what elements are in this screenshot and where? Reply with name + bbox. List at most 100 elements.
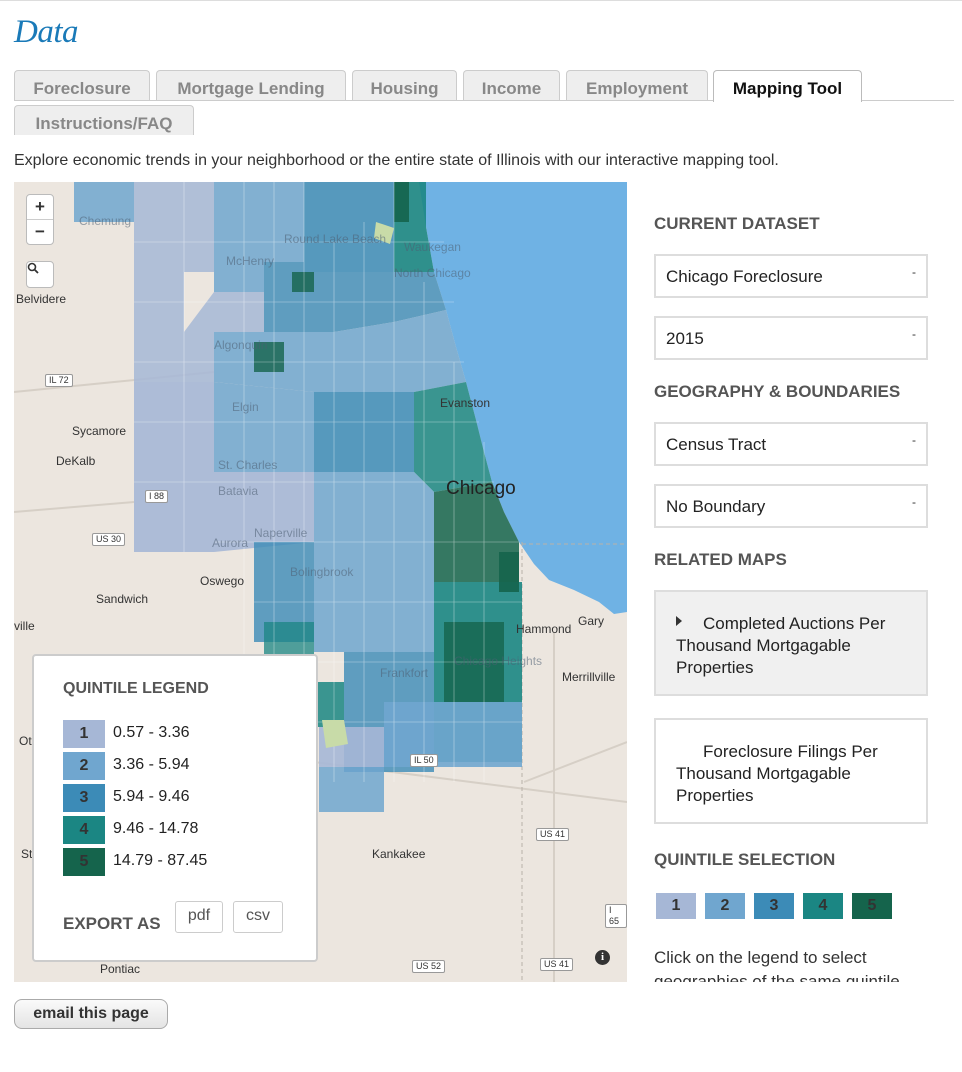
map-label-frankfort: Frankfort bbox=[380, 666, 429, 680]
zoom-control: + − bbox=[26, 194, 54, 245]
road-shield-i65: I 65 bbox=[605, 904, 627, 928]
map-label-belvidere: Belvidere bbox=[16, 292, 67, 306]
map-label-chicago-heights: Chicago Heights bbox=[454, 654, 543, 668]
dataset-select-value: Chicago Foreclosure bbox=[666, 267, 823, 286]
road-shield-il72: IL 72 bbox=[45, 374, 73, 387]
road-line bbox=[14, 501, 135, 513]
quintile-legend: QUINTILE LEGEND 1 0.57 - 3.36 2 3.36 - 5… bbox=[32, 654, 318, 962]
tract-region bbox=[384, 702, 522, 767]
email-page-button[interactable]: email this page bbox=[14, 999, 168, 1029]
tab-income[interactable]: Income bbox=[463, 70, 560, 100]
map-label-st-charles: St. Charles bbox=[218, 458, 278, 472]
year-select[interactable]: 2015 - bbox=[654, 316, 928, 360]
dataset-select[interactable]: Chicago Foreclosure - bbox=[654, 254, 928, 298]
quintile-button-2[interactable]: 2 bbox=[705, 893, 745, 919]
map-label-ville: ville bbox=[14, 619, 35, 633]
tract-region bbox=[414, 382, 492, 492]
quintile-button-5[interactable]: 5 bbox=[852, 893, 892, 919]
map-label-north-chicago: North Chicago bbox=[394, 266, 471, 280]
tab-housing[interactable]: Housing bbox=[352, 70, 457, 100]
tab-instructions-faq[interactable]: Instructions/FAQ bbox=[14, 105, 194, 135]
related-maps-heading: RELATED MAPS bbox=[654, 550, 787, 569]
geography-select-value: Census Tract bbox=[666, 435, 767, 454]
current-dataset-heading: CURRENT DATASET bbox=[654, 214, 820, 233]
road-shield-us30: US 30 bbox=[92, 533, 126, 546]
tract-layer bbox=[74, 182, 522, 812]
year-select-value: 2015 bbox=[666, 329, 704, 348]
map-label-chemung: Chemung bbox=[79, 214, 132, 228]
quintile-button-1[interactable]: 1 bbox=[656, 893, 696, 919]
map-label-oswego: Oswego bbox=[200, 574, 245, 588]
legend-range: 14.79 - 87.45 bbox=[113, 852, 208, 869]
legend-range: 0.57 - 3.36 bbox=[113, 724, 190, 741]
tract-region bbox=[134, 182, 214, 332]
tract-region bbox=[214, 382, 314, 472]
road-shield-us41-lower: US 41 bbox=[540, 958, 574, 971]
export-pdf-button[interactable]: pdf bbox=[175, 901, 223, 933]
map-label-naperville: Naperville bbox=[254, 526, 308, 540]
tract-region bbox=[304, 182, 394, 272]
tab-mapping-tool[interactable]: Mapping Tool bbox=[713, 70, 862, 102]
park-area bbox=[322, 720, 348, 748]
legend-swatch[interactable]: 2 bbox=[63, 752, 105, 780]
export-label: EXPORT AS bbox=[63, 914, 161, 933]
lake-michigan bbox=[419, 182, 627, 614]
magnifier-icon bbox=[27, 262, 39, 274]
map-label-dekalb: DeKalb bbox=[56, 454, 96, 468]
legend-swatch[interactable]: 5 bbox=[63, 848, 105, 876]
tab-bar-line bbox=[14, 100, 954, 101]
page-title: Data bbox=[14, 14, 79, 50]
map-label-elgin: Elgin bbox=[232, 400, 259, 414]
dropdown-arrow-icon: - bbox=[912, 265, 916, 279]
export-csv-button[interactable]: csv bbox=[233, 901, 283, 933]
quintile-button-3[interactable]: 3 bbox=[754, 893, 794, 919]
quintile-selection-heading: QUINTILE SELECTION bbox=[654, 850, 836, 869]
zoom-in-button[interactable]: + bbox=[35, 197, 45, 216]
tab-mortgage-lending[interactable]: Mortgage Lending bbox=[156, 70, 346, 100]
road-shield-us41-upper: US 41 bbox=[536, 828, 570, 841]
map-label-batavia: Batavia bbox=[218, 484, 259, 498]
map-label-chicago: Chicago bbox=[446, 478, 516, 499]
quintile-help-text: Click on the legend to select geographie… bbox=[654, 948, 905, 982]
park-area bbox=[374, 222, 394, 244]
legend-swatch[interactable]: 4 bbox=[63, 816, 105, 844]
intro-text: Explore economic trends in your neighbor… bbox=[14, 152, 779, 169]
caret-right-icon bbox=[676, 616, 682, 626]
legend-range: 9.46 - 14.78 bbox=[113, 820, 199, 837]
tract-region bbox=[292, 272, 314, 292]
road-shield-i88: I 88 bbox=[145, 490, 169, 503]
dropdown-arrow-icon: - bbox=[912, 433, 916, 447]
geography-select[interactable]: Census Tract - bbox=[654, 422, 928, 466]
tract-region bbox=[254, 542, 314, 642]
dropdown-arrow-icon: - bbox=[912, 495, 916, 509]
boundary-select[interactable]: No Boundary - bbox=[654, 484, 928, 528]
related-map-completed-auctions[interactable]: Completed Auctions Per Thousand Mortgaga… bbox=[654, 590, 928, 696]
map-search-button[interactable] bbox=[26, 261, 54, 288]
legend-swatch[interactable]: 3 bbox=[63, 784, 105, 812]
tract-region bbox=[134, 382, 214, 552]
tract-region bbox=[74, 182, 134, 222]
tract-grid bbox=[134, 182, 522, 802]
quintile-button-4[interactable]: 4 bbox=[803, 893, 843, 919]
related-map-label: Completed Auctions Per Thousand Mortgaga… bbox=[676, 614, 886, 677]
map-label-pontiac: Pontiac bbox=[100, 962, 141, 976]
top-divider bbox=[0, 0, 962, 1]
legend-swatch[interactable]: 1 bbox=[63, 720, 105, 748]
tab-foreclosure[interactable]: Foreclosure bbox=[14, 70, 150, 100]
map-label-st: St bbox=[21, 847, 33, 861]
zoom-out-button[interactable]: − bbox=[27, 219, 53, 244]
map-label-waukegan: Waukegan bbox=[404, 240, 461, 254]
related-map-foreclosure-filings[interactable]: Foreclosure Filings Per Thousand Mortgag… bbox=[654, 718, 928, 824]
legend-range: 3.36 - 5.94 bbox=[113, 756, 190, 773]
map-label-evanston: Evanston bbox=[440, 396, 491, 410]
map-label-hammond: Hammond bbox=[516, 622, 572, 636]
tract-region bbox=[314, 682, 344, 727]
tract-region bbox=[134, 292, 264, 382]
road-line bbox=[523, 741, 627, 783]
map-label-mchenry: McHenry bbox=[226, 254, 275, 268]
map-canvas[interactable] bbox=[14, 182, 627, 982]
tab-employment[interactable]: Employment bbox=[566, 70, 708, 100]
tract-region bbox=[214, 182, 304, 292]
info-icon[interactable]: i bbox=[595, 950, 610, 965]
tract-region bbox=[394, 182, 409, 222]
